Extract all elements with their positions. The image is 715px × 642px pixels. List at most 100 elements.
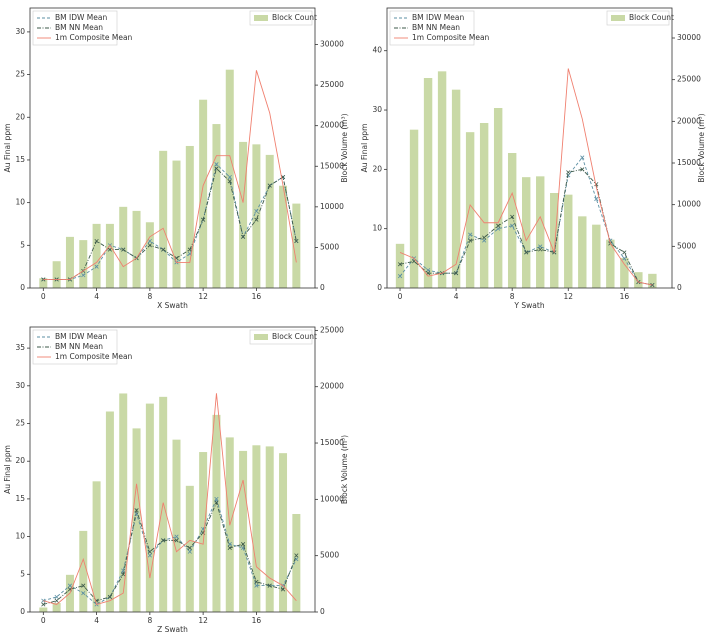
legend-label: Block Count [272,332,317,341]
point-marker [566,173,571,178]
point-marker [496,223,501,228]
y2-tick-label: 10000 [320,202,344,211]
point-marker [81,273,86,278]
y2-tick-label: 10000 [677,200,701,209]
point-marker [227,179,232,184]
x-tick-label: 4 [94,292,99,301]
y-tick-label: 40 [372,46,382,55]
line-series [43,497,297,606]
bar [252,445,261,612]
x-axis-label: Z Swath [157,625,188,634]
chart-panel: 0 5 10 15 20 25 30 35 0 5000 10000 15000 20000 25000 0… [3,325,349,634]
bar [132,210,141,288]
point-marker [214,500,219,505]
line-series [43,501,297,605]
bar [132,428,141,612]
x-tick-label: 12 [563,292,573,301]
y2-tick-label: 0 [320,607,325,616]
point-marker [294,553,299,558]
legend-label: BM IDW Mean [55,332,107,341]
y-tick-label: 0 [20,283,25,292]
x-tick-label: 12 [198,292,208,301]
bar [65,236,74,288]
point-marker [214,496,219,501]
bar [92,481,101,612]
point-marker [254,209,259,214]
legend-label: 1m Composite Mean [412,33,490,42]
y-tick-label: 0 [377,283,382,292]
legend-label: BM NN Mean [55,23,103,32]
y2-tick-label: 15000 [677,158,701,167]
point-marker [580,155,585,160]
bar [239,141,248,288]
bar [159,150,168,288]
bar [119,206,128,288]
line-series [43,167,297,280]
point-marker [468,238,473,243]
bar [606,239,615,288]
line-series [43,70,297,280]
bar [212,414,221,612]
y2-tick-label: 15000 [320,161,344,170]
y2-tick-label: 15000 [320,438,344,447]
y2-tick-label: 30000 [677,33,701,42]
legend-label: BM NN Mean [55,342,103,351]
bar [105,223,114,288]
legend-label: BM IDW Mean [412,13,464,22]
point-marker [81,583,86,588]
x-tick-label: 0 [398,292,403,301]
bar [648,273,657,288]
point-marker [161,538,166,543]
plot-frame [386,7,673,289]
bar [79,530,88,612]
point-marker [425,268,431,273]
x-tick-label: 16 [252,616,262,625]
bar [620,258,629,288]
plot-frame [29,326,316,613]
point-marker [254,579,259,584]
x-tick-label: 8 [510,292,515,301]
x-axis-label: Y Swath [513,301,544,310]
y2-tick-label: 20000 [677,116,701,125]
bar [423,78,433,288]
chart-panel: 0 5 10 15 20 25 30 0 5000 10000 15000 20000 25000 300… [3,7,349,310]
bar [550,193,559,288]
x-tick-label: 8 [147,616,152,625]
bar [39,278,48,288]
y-tick-label: 10 [15,532,25,541]
point-marker [468,232,473,237]
y-tick-label: 30 [15,27,25,36]
legend-swatch [611,15,625,21]
bar [265,154,274,288]
point-marker [187,549,192,554]
bar [212,124,221,288]
y-tick-label: 25 [15,419,25,428]
point-marker [54,598,59,603]
y-tick-label: 25 [15,70,25,79]
bar [279,453,288,612]
point-marker [107,247,112,252]
x-tick-label: 4 [94,616,99,625]
bar [199,99,208,288]
bar [479,123,489,288]
plot-frame [29,7,316,289]
bar [493,108,503,288]
point-marker [254,217,259,222]
bar [409,129,419,288]
legend-label: BM IDW Mean [55,13,107,22]
point-marker [134,508,139,513]
legend-swatch [254,334,268,340]
point-marker [187,247,192,252]
point-marker [454,271,459,276]
legend-label: Block Count [629,13,674,22]
point-marker [241,542,246,547]
point-marker [147,553,152,558]
point-marker [510,214,515,219]
point-marker [566,170,571,175]
legend-box [606,10,670,26]
point-marker [174,534,179,539]
bar [52,602,61,612]
bar [592,224,601,288]
y2-tick-label: 5000 [320,551,339,560]
